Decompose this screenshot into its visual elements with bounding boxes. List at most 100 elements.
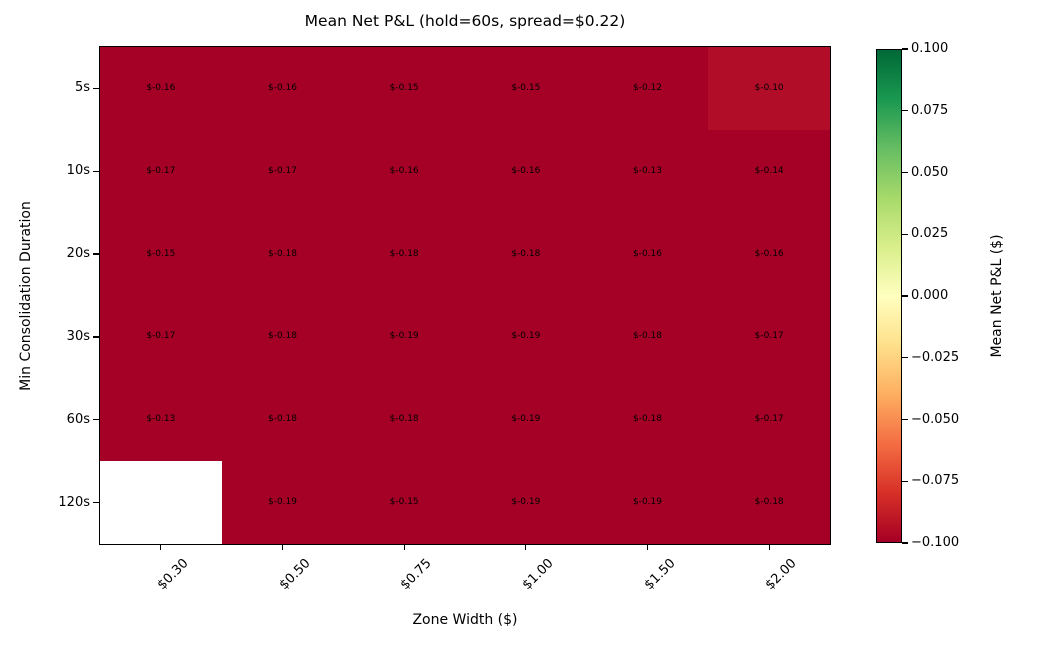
cell-value-label: $-0.18 xyxy=(267,414,297,425)
heatmap-cell: $-0.15 xyxy=(464,47,587,130)
heatmap-cell: $-0.17 xyxy=(100,295,222,379)
plot-area: $-0.16 $-0.16 $-0.15 $-0.15 $-0.12 $-0.10 $-0.… xyxy=(99,46,831,545)
heatmap-cell: $-0.15 xyxy=(343,461,465,544)
colorbar-tick xyxy=(902,110,908,112)
y-tick-label: 30s xyxy=(66,328,90,344)
heatmap-cell: $-0.18 xyxy=(586,378,709,462)
heatmap-cell: $-0.16 xyxy=(100,47,222,130)
x-axis-tick xyxy=(768,544,770,550)
heatmap-cell: $-0.18 xyxy=(343,212,465,296)
x-axis-tick xyxy=(160,544,162,550)
x-tick-label: $1.50 xyxy=(641,556,679,593)
x-tick-label: $2.00 xyxy=(762,556,800,593)
colorbar-tick-label: −0.075 xyxy=(911,473,960,489)
y-axis-tick xyxy=(93,87,100,89)
colorbar-tick xyxy=(902,171,908,174)
colorbar-tick xyxy=(902,295,908,297)
cell-value-label: $-0.19 xyxy=(267,497,297,508)
cell-value-label: $-0.14 xyxy=(754,165,784,176)
colorbar-tick xyxy=(902,542,908,544)
x-axis-tick xyxy=(403,544,405,550)
y-axis-tick xyxy=(93,170,100,172)
y-axis-tick xyxy=(93,501,100,504)
colorbar-tick-label: −0.050 xyxy=(911,411,960,427)
cell-value-label: $-0.18 xyxy=(389,248,419,259)
plot-title: Mean Net P&L (hold=60s, spread=$0.22) xyxy=(304,12,626,30)
heatmap-cell: $-0.15 xyxy=(100,212,222,296)
heatmap-cell: $-0.19 xyxy=(464,295,587,379)
cell-value-label: $-0.13 xyxy=(632,165,662,176)
heatmap-cell: $-0.10 xyxy=(708,47,830,130)
x-tick-label: $0.75 xyxy=(397,556,435,593)
colorbar-tick xyxy=(902,480,908,482)
cell-value-label: $-0.19 xyxy=(632,497,662,508)
cell-value-label: $-0.18 xyxy=(267,331,297,342)
colorbar-tick xyxy=(902,357,908,359)
heatmap-cell: $-0.13 xyxy=(586,129,709,213)
cell-value-label: $-0.18 xyxy=(267,248,297,259)
heatmap-cell: $-0.17 xyxy=(100,129,222,213)
cell-value-label: $-0.16 xyxy=(146,82,176,93)
cell-value-label: $-0.15 xyxy=(389,497,419,508)
heatmap-cell xyxy=(100,461,222,544)
y-axis-tick xyxy=(93,419,100,421)
colorbar-tick xyxy=(902,48,908,50)
heatmap-cell: $-0.17 xyxy=(221,129,344,213)
cell-value-label: $-0.17 xyxy=(146,165,176,176)
heatmap-cell: $-0.15 xyxy=(343,47,465,130)
x-tick-label: $0.30 xyxy=(154,556,192,593)
y-tick-label: 20s xyxy=(66,246,90,262)
cell-value-label: $-0.16 xyxy=(632,248,662,259)
heatmap-cell: $-0.16 xyxy=(343,129,465,213)
colorbar-tick-label: 0.075 xyxy=(911,102,949,118)
heatmap-cell: $-0.19 xyxy=(464,461,587,544)
y-axis-tick xyxy=(93,336,100,338)
cell-value-label: $-0.18 xyxy=(632,414,662,425)
heatmap-cell: $-0.19 xyxy=(221,461,344,544)
colorbar-tick-label: 0.000 xyxy=(911,288,949,303)
colorbar-tick-label: 0.050 xyxy=(911,164,949,180)
cell-value-label: $-0.17 xyxy=(267,165,297,176)
cell-value-label: $-0.15 xyxy=(389,82,419,93)
colorbar-tick-label: −0.100 xyxy=(911,535,960,550)
cell-value-label: $-0.16 xyxy=(389,165,419,176)
x-axis-tick xyxy=(525,544,527,550)
cell-value-label: $-0.18 xyxy=(632,331,662,342)
heatmap-cell: $-0.18 xyxy=(221,378,344,462)
cell-value-label: $-0.19 xyxy=(511,331,541,342)
colorbar-tick-label: 0.025 xyxy=(911,226,949,242)
cell-value-label: $-0.16 xyxy=(754,248,784,259)
heatmap-cell: $-0.16 xyxy=(221,47,344,130)
heatmap-cell: $-0.19 xyxy=(464,378,587,462)
cell-value-label: $-0.10 xyxy=(754,82,784,93)
x-tick-label: $0.50 xyxy=(276,556,314,593)
cell-value-label: $-0.18 xyxy=(389,414,419,425)
heatmap-cell: $-0.18 xyxy=(343,378,465,462)
heatmap-cell: $-0.18 xyxy=(221,212,344,296)
y-tick-label: 60s xyxy=(66,411,90,427)
heatmap-cell: $-0.18 xyxy=(586,295,709,379)
cell-value-label: $-0.19 xyxy=(511,414,541,425)
cell-value-label: $-0.19 xyxy=(511,497,541,508)
heatmap-cell: $-0.13 xyxy=(100,378,222,462)
colorbar-tick xyxy=(902,233,908,235)
x-axis-label: Zone Width ($) xyxy=(412,612,518,628)
heatmap-cell: $-0.14 xyxy=(708,129,830,213)
cell-value-label: $-0.18 xyxy=(754,497,784,508)
heatmap-cell: $-0.19 xyxy=(343,295,465,379)
colorbar-tick xyxy=(902,418,908,421)
x-axis-tick xyxy=(281,544,284,550)
colorbar-tick-label: 0.100 xyxy=(911,41,949,56)
cell-value-label: $-0.16 xyxy=(267,82,297,93)
cell-value-label: $-0.17 xyxy=(754,331,784,342)
heatmap-cell: $-0.17 xyxy=(708,295,830,379)
y-tick-label: 10s xyxy=(66,163,90,179)
cell-value-label: $-0.17 xyxy=(754,414,784,425)
y-axis-label: Min Consolidation Duration xyxy=(18,201,34,391)
y-tick-label: 120s xyxy=(58,494,90,510)
cell-value-label: $-0.15 xyxy=(146,248,176,259)
cell-value-label: $-0.12 xyxy=(632,82,662,93)
cell-value-label: $-0.16 xyxy=(511,165,541,176)
cell-value-label: $-0.19 xyxy=(389,331,419,342)
